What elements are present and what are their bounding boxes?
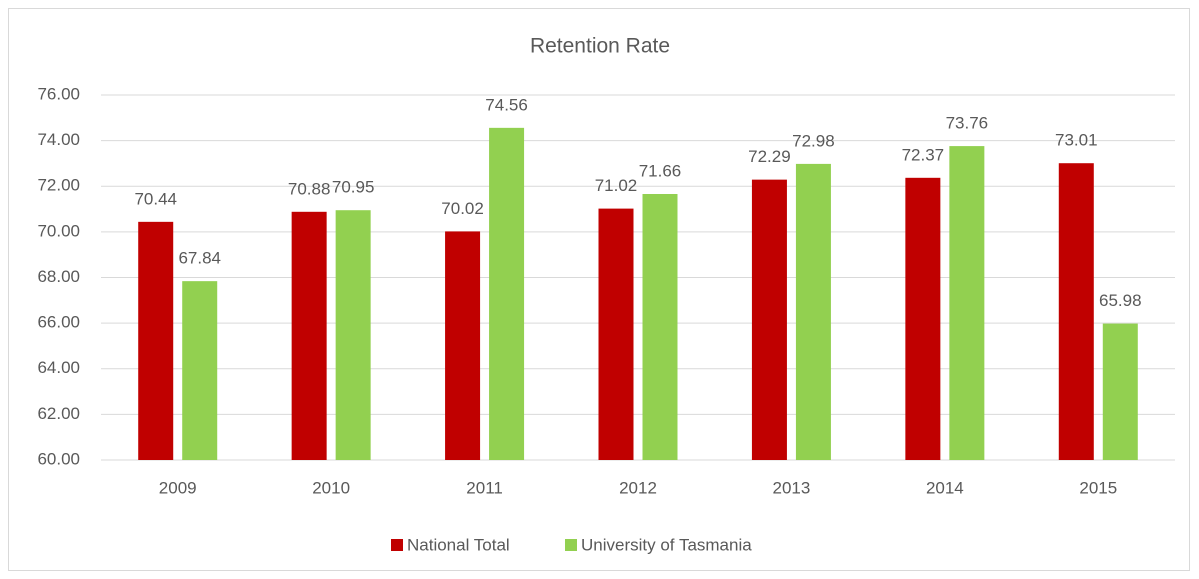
x-tick-label: 2009 <box>159 478 197 497</box>
bar <box>445 231 481 460</box>
x-tick-label: 2013 <box>773 478 811 497</box>
data-label: 72.37 <box>902 145 945 164</box>
y-tick-label: 76.00 <box>37 84 80 103</box>
x-tick-label: 2012 <box>619 478 657 497</box>
chart-title: Retention Rate <box>530 35 670 58</box>
bar <box>291 211 327 460</box>
bar <box>1102 323 1138 460</box>
bar <box>489 127 525 460</box>
bar <box>795 163 831 461</box>
y-tick-label: 70.00 <box>37 221 80 240</box>
data-label: 70.95 <box>332 178 375 197</box>
bar <box>642 194 678 460</box>
bar <box>182 281 218 460</box>
bar <box>138 221 174 460</box>
data-label: 67.84 <box>178 249 221 268</box>
y-tick-label: 68.00 <box>37 267 80 286</box>
bar <box>598 208 634 460</box>
bar <box>949 146 985 460</box>
y-tick-label: 74.00 <box>37 130 80 149</box>
x-tick-label: 2014 <box>926 478 964 497</box>
data-label: 72.98 <box>792 131 835 150</box>
x-tick-label: 2010 <box>312 478 350 497</box>
y-tick-label: 72.00 <box>37 176 80 195</box>
legend-label: University of Tasmania <box>581 535 752 554</box>
legend-swatch <box>391 539 403 551</box>
data-label: 65.98 <box>1099 291 1142 310</box>
data-label: 73.76 <box>946 114 989 133</box>
bar <box>905 177 941 460</box>
data-label: 74.56 <box>485 95 528 114</box>
data-label: 70.88 <box>288 179 331 198</box>
data-label: 71.66 <box>639 161 682 180</box>
bar <box>751 179 787 460</box>
y-tick-label: 60.00 <box>37 449 80 468</box>
bar <box>335 210 371 460</box>
bar <box>1058 163 1094 460</box>
data-label: 70.02 <box>441 199 484 218</box>
data-label: 71.02 <box>595 176 638 195</box>
data-label: 70.44 <box>134 189 177 208</box>
y-tick-label: 64.00 <box>37 358 80 377</box>
legend-label: National Total <box>407 535 510 554</box>
x-tick-label: 2015 <box>1079 478 1117 497</box>
data-label: 73.01 <box>1055 131 1098 150</box>
y-tick-label: 66.00 <box>37 313 80 332</box>
legend-swatch <box>565 539 577 551</box>
y-tick-label: 62.00 <box>37 404 80 423</box>
data-label: 72.29 <box>748 147 791 166</box>
x-tick-label: 2011 <box>466 478 503 497</box>
